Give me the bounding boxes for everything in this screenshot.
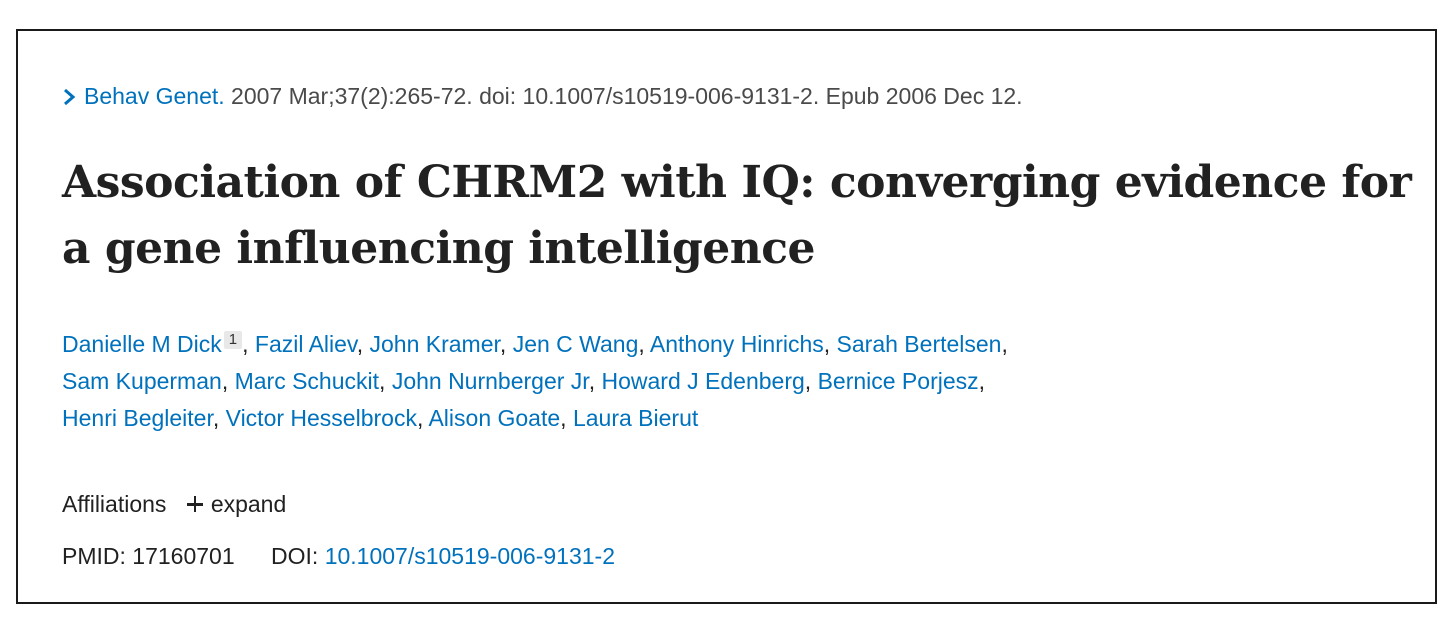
author-link[interactable]: John Kramer [369, 331, 500, 357]
article-title: Association of CHRM2 with IQ: converging… [62, 157, 1412, 274]
author-link[interactable]: Bernice Porjesz [817, 368, 979, 394]
chevron-right-icon[interactable] [62, 82, 84, 110]
author-link[interactable]: Victor Hesselbrock [225, 405, 417, 431]
author-link[interactable]: Alison Goate [428, 405, 561, 431]
affiliations-row: Affiliations expand [62, 490, 286, 518]
doi-label: DOI: [271, 543, 319, 569]
expand-label: expand [210, 491, 287, 517]
citation-details: 2007 Mar;37(2):265-72. doi: 10.1007/s105… [224, 83, 1023, 109]
doi-link[interactable]: 10.1007/s10519-006-9131-2 [324, 543, 615, 569]
author-link[interactable]: Anthony Hinrichs [649, 331, 824, 357]
author-link[interactable]: Danielle M Dick [62, 331, 222, 357]
article-header-frame [16, 29, 1437, 604]
expand-affiliations-button[interactable]: expand [185, 491, 286, 517]
journal-link[interactable]: Behav Genet. [84, 83, 225, 109]
pmid-value: 17160701 [132, 543, 235, 569]
citation-line: Behav Genet. 2007 Mar;37(2):265-72. doi:… [62, 82, 1023, 110]
pmid-label: PMID: [62, 543, 126, 569]
author-link[interactable]: Henri Begleiter [62, 405, 213, 431]
affiliation-badge[interactable]: 1 [223, 331, 243, 349]
author-link[interactable]: Sam Kuperman [62, 368, 222, 394]
plus-icon [185, 494, 205, 514]
author-link[interactable]: Fazil Aliev [254, 331, 357, 357]
author-link[interactable]: Sarah Bertelsen [836, 331, 1002, 357]
author-link[interactable]: Marc Schuckit [234, 368, 380, 394]
author-link[interactable]: Jen C Wang [512, 331, 639, 357]
author-link[interactable]: John Nurnberger Jr [391, 368, 589, 394]
author-link[interactable]: Laura Bierut [572, 405, 699, 431]
author-link[interactable]: Howard J Edenberg [601, 368, 805, 394]
author-list: Danielle M Dick 1, Fazil Aliev, John Kram… [62, 331, 1008, 431]
affiliations-label: Affiliations [62, 491, 167, 517]
identifiers-row: PMID: 17160701 DOI: 10.1007/s10519-006-9… [62, 542, 615, 570]
